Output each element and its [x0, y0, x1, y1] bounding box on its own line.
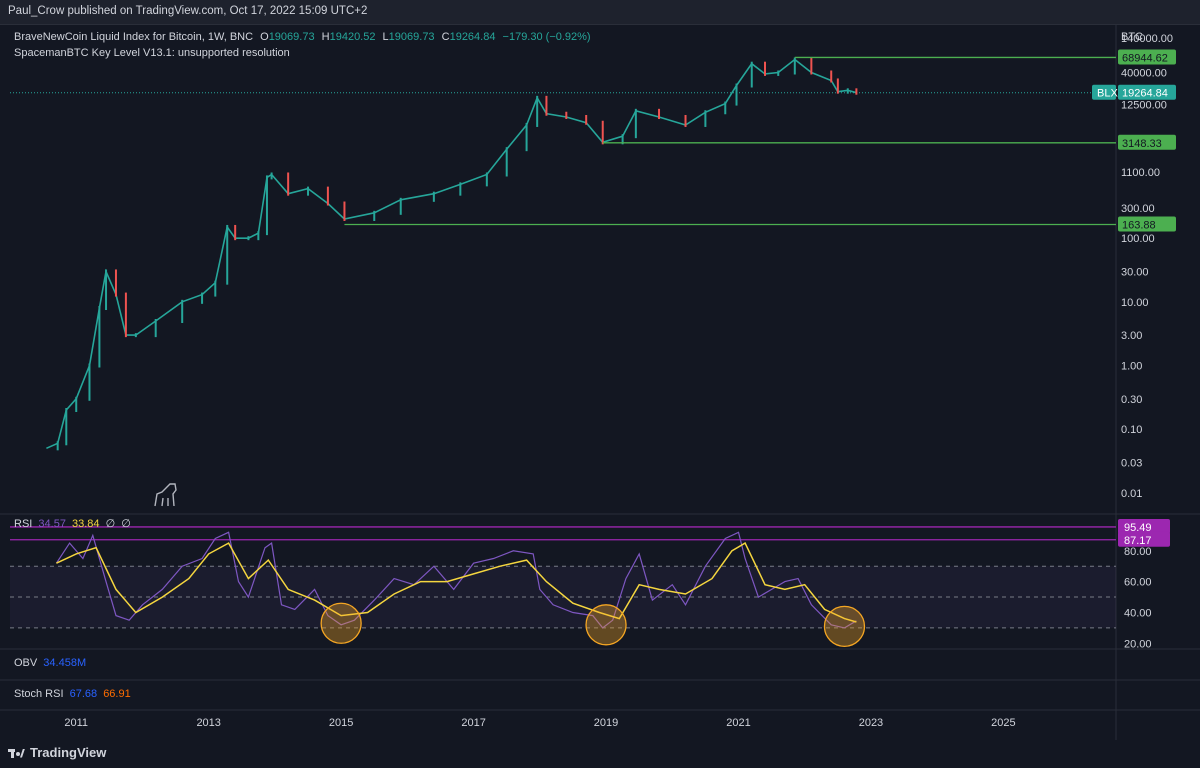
high-label: H: [321, 31, 330, 43]
low-value: 19069.73: [388, 31, 435, 43]
key-level-label: 68944.62: [1122, 52, 1168, 64]
price-axis-tick: 0.01: [1121, 488, 1142, 500]
rsi-ma-value: 33.84: [72, 518, 100, 530]
key-level-label-bg: [1118, 49, 1176, 65]
price-axis-tick: 40000.00: [1121, 68, 1167, 80]
rsi-extreme-label-bg: [1118, 518, 1170, 534]
time-axis-tick: 2015: [329, 717, 353, 729]
key-level-label: 3148.33: [1122, 138, 1162, 150]
rsi-extreme-label-bg: [1118, 531, 1170, 547]
time-axis-tick: 2025: [991, 717, 1015, 729]
rsi-extreme-label: 95.49: [1124, 522, 1152, 534]
price-axis-tick: 12500.00: [1121, 100, 1167, 112]
open-value: 19069.73: [268, 31, 315, 43]
price-axis-tick: 100.00: [1121, 233, 1155, 245]
time-axis-tick: 2021: [726, 717, 750, 729]
last-price-label: 19264.84: [1122, 88, 1168, 100]
low-label: L: [382, 31, 389, 43]
rsi-legend[interactable]: RSI 34.57 33.84 ∅ ∅: [14, 517, 131, 530]
rsi-axis-tick: 60.00: [1124, 577, 1152, 589]
price-axis-tick: 30.00: [1121, 266, 1149, 278]
time-axis-tick: 2023: [859, 717, 883, 729]
price-axis-tick: 1100.00: [1121, 167, 1160, 179]
price-axis-tick: 300.00: [1121, 203, 1155, 215]
rsi-empty-2: ∅: [121, 518, 131, 530]
last-price-ticker-bg: [1092, 84, 1116, 100]
rsi-axis-tick: 40.00: [1124, 607, 1152, 619]
time-axis-tick: 2019: [594, 717, 618, 729]
rsi-empty-1: ∅: [105, 518, 116, 530]
rsi-extreme-label: 87.17: [1124, 535, 1152, 547]
price-axis-tick: 10.00: [1121, 297, 1149, 309]
rsi-low-circle: [320, 602, 362, 644]
price-series-line: [46, 58, 857, 450]
tradingview-brand: TradingView: [30, 745, 107, 760]
price-axis-tick: 0.30: [1121, 394, 1142, 406]
indicator-legend: SpacemanBTC Key Level V13.1: unsupported…: [14, 47, 290, 59]
time-axis-tick: 2011: [64, 717, 88, 729]
key-level-label-bg: [1118, 134, 1176, 150]
open-label: O: [260, 31, 269, 43]
tradingview-logo-icon: [8, 747, 26, 759]
last-price-ticker: BLX: [1097, 88, 1118, 100]
publisher-text: Paul_Crow published on TradingView.com, …: [8, 5, 368, 17]
stoch-legend[interactable]: Stoch RSI 67.68 66.91: [14, 688, 131, 700]
key-level-label-bg: [1118, 216, 1176, 232]
indicator-name[interactable]: SpacemanBTC Key Level V13.1: unsupported…: [14, 47, 290, 59]
rsi-ma-line: [56, 542, 857, 623]
rsi-low-circle: [585, 604, 627, 646]
key-level-label: 163.88: [1122, 220, 1156, 232]
rsi-axis-tick: 80.00: [1124, 546, 1152, 558]
rsi-line: [55, 531, 857, 629]
time-axis-tick: 2017: [461, 717, 485, 729]
obv-value: 34.458M: [43, 657, 87, 669]
stoch-d-value: 66.91: [103, 688, 131, 700]
rsi-axis-tick: 20.00: [1124, 638, 1152, 650]
high-value: 19420.52: [329, 31, 376, 43]
dino-icon[interactable]: [154, 483, 177, 507]
publish-bar: Paul_Crow published on TradingView.com, …: [0, 0, 1200, 25]
change-value: −179.30 (−0.92%): [502, 31, 591, 43]
price-axis-tick: 140000.00: [1121, 33, 1173, 45]
obv-legend[interactable]: OBV 34.458M: [14, 657, 86, 669]
rsi-name: RSI: [14, 518, 33, 530]
price-axis-tick: 3.00: [1121, 330, 1142, 342]
close-label: C: [441, 31, 450, 43]
rsi-low-circle: [823, 605, 866, 647]
stoch-k-value: 67.68: [69, 688, 98, 700]
last-price-label-bg: [1118, 84, 1176, 100]
chart-canvas[interactable]: 140000.00 40000.00 12500.00 1100.00 300.00 10…: [0, 24, 1200, 740]
rsi-value: 34.57: [38, 518, 66, 530]
price-axis-tick: 1.00: [1121, 361, 1142, 373]
price-axis-tick: 0.10: [1121, 424, 1142, 436]
symbol-name[interactable]: BraveNewCoin Liquid Index for Bitcoin, 1…: [14, 31, 254, 43]
main-legend: BraveNewCoin Liquid Index for Bitcoin, 1…: [14, 31, 591, 43]
obv-name: OBV: [14, 657, 38, 669]
footer-bar: TradingView: [0, 740, 1200, 768]
stoch-name: Stoch RSI: [14, 688, 64, 700]
tradingview-logo[interactable]: TradingView: [8, 745, 106, 760]
time-axis-tick: 2013: [196, 717, 220, 729]
close-value: 19264.84: [449, 31, 496, 43]
price-axis-tick: 0.03: [1121, 457, 1142, 469]
currency-label: BTC: [1121, 31, 1143, 43]
